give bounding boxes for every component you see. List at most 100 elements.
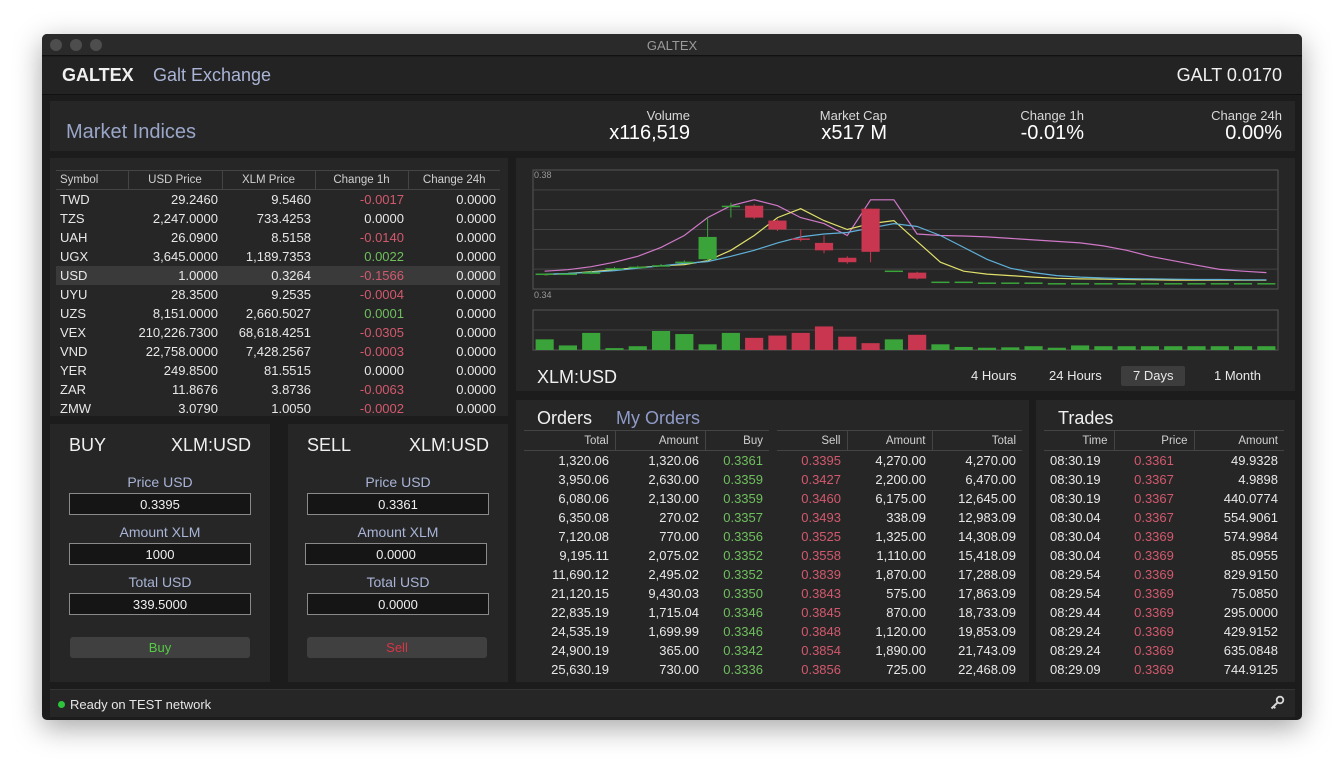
bid-row[interactable]: 24,900.19 365.00 0.3342 <box>524 641 769 660</box>
bid-row[interactable]: 6,350.08 270.02 0.3357 <box>524 508 769 527</box>
range-4-hours[interactable]: 4 Hours <box>971 368 1017 383</box>
sell-button[interactable]: Sell <box>307 637 487 658</box>
bid-row[interactable]: 7,120.08 770.00 0.3356 <box>524 527 769 546</box>
candle-body[interactable] <box>628 266 647 269</box>
index-row[interactable]: TWD 29.2460 9.5460 -0.0017 0.0000 <box>56 190 500 209</box>
index-row[interactable]: UAH 26.0900 8.5158 -0.0140 0.0000 <box>56 228 500 247</box>
bid-total-header[interactable]: Total <box>524 430 616 451</box>
xlm-price-header[interactable]: XLM Price <box>222 170 316 190</box>
candle-body[interactable] <box>698 236 717 260</box>
buy-button[interactable]: Buy <box>70 637 250 658</box>
trade-amount-header[interactable]: Amount <box>1194 430 1284 451</box>
bid-row[interactable]: 25,630.19 730.00 0.3336 <box>524 660 769 679</box>
candle-body[interactable] <box>838 257 857 263</box>
candle-body[interactable] <box>1257 283 1276 285</box>
candle-body[interactable] <box>1001 282 1020 284</box>
index-row[interactable]: ZAR 11.8676 3.8736 -0.0063 0.0000 <box>56 380 500 399</box>
bid-row[interactable]: 22,835.19 1,715.04 0.3346 <box>524 603 769 622</box>
candle-body[interactable] <box>1164 283 1183 285</box>
candle-body[interactable] <box>675 261 694 264</box>
index-row[interactable]: VND 22,758.0000 7,428.2567 -0.0003 0.0000 <box>56 342 500 361</box>
candle-body[interactable] <box>768 220 787 230</box>
minimize-window-button[interactable] <box>70 39 82 51</box>
ask-row[interactable]: 0.3493 338.09 12,983.09 <box>777 508 1022 527</box>
bid-row[interactable]: 9,195.11 2,075.02 0.3352 <box>524 546 769 565</box>
close-window-button[interactable] <box>50 39 62 51</box>
index-row[interactable]: UGX 3,645.0000 1,189.7353 0.0022 0.0000 <box>56 247 500 266</box>
bid-amount-header[interactable]: Amount <box>615 430 706 451</box>
candle-body[interactable] <box>931 281 950 284</box>
ask-row[interactable]: 0.3460 6,175.00 12,645.00 <box>777 489 1022 508</box>
ask-row[interactable]: 0.3843 575.00 17,863.09 <box>777 584 1022 603</box>
candle-body[interactable] <box>1140 283 1160 285</box>
change-1h-header[interactable]: Change 1h <box>315 170 409 190</box>
sell-amount-input[interactable] <box>305 543 487 565</box>
bid-row[interactable]: 24,535.19 1,699.99 0.3346 <box>524 622 769 641</box>
candle-body[interactable] <box>884 270 903 273</box>
bid-row[interactable]: 1,320.06 1,320.06 0.3361 <box>524 451 769 470</box>
change-24h-header[interactable]: Change 24h <box>408 170 500 190</box>
candlestick-chart[interactable]: 0.38 0.34 <box>516 158 1295 358</box>
bid-row[interactable]: 6,080.06 2,130.00 0.3359 <box>524 489 769 508</box>
candle-body[interactable] <box>1024 282 1043 284</box>
ask-row[interactable]: 0.3848 1,120.00 19,853.09 <box>777 622 1022 641</box>
candle-body[interactable] <box>558 273 578 276</box>
index-row[interactable]: UZS 8,151.0000 2,660.5027 0.0001 0.0000 <box>56 304 500 323</box>
candle-body[interactable] <box>908 272 927 279</box>
bid-row[interactable]: 21,120.15 9,430.03 0.3350 <box>524 584 769 603</box>
symbol-header[interactable]: Symbol <box>56 170 129 190</box>
candle-body[interactable] <box>1233 283 1253 285</box>
index-row[interactable]: YER 249.8500 81.5515 0.0000 0.0000 <box>56 361 500 380</box>
candle-body[interactable] <box>861 208 880 252</box>
zoom-window-button[interactable] <box>90 39 102 51</box>
buy-total-input[interactable] <box>69 593 251 615</box>
ask-row[interactable]: 0.3839 1,870.00 17,288.09 <box>777 565 1022 584</box>
candle-body[interactable] <box>721 205 740 208</box>
candle-body[interactable] <box>1047 283 1066 285</box>
sell-price-input[interactable] <box>307 493 489 515</box>
key-icon[interactable] <box>1269 695 1285 716</box>
candle-body[interactable] <box>1117 283 1136 285</box>
sell-total-input[interactable] <box>307 593 489 615</box>
candle-body[interactable] <box>977 282 997 284</box>
buy-price-input[interactable] <box>69 493 251 515</box>
candle-body[interactable] <box>1071 283 1090 285</box>
ask-row[interactable]: 0.3856 725.00 22,468.09 <box>777 660 1022 679</box>
ask-row[interactable]: 0.3525 1,325.00 14,308.09 <box>777 527 1022 546</box>
candle-body[interactable] <box>1094 283 1113 285</box>
ask-price-header[interactable]: Sell <box>777 430 848 451</box>
bid-row[interactable]: 11,690.12 2,495.02 0.3352 <box>524 565 769 584</box>
candle-body[interactable] <box>605 268 624 270</box>
range-1-month[interactable]: 1 Month <box>1214 368 1261 383</box>
ask-row[interactable]: 0.3558 1,110.00 15,418.09 <box>777 546 1022 565</box>
ask-row[interactable]: 0.3854 1,890.00 21,743.09 <box>777 641 1022 660</box>
range-24-hours[interactable]: 24 Hours <box>1049 368 1102 383</box>
candle-body[interactable] <box>582 272 601 274</box>
candle-body[interactable] <box>814 242 834 251</box>
ask-total-header[interactable]: Total <box>932 430 1022 451</box>
candle-body[interactable] <box>1210 283 1229 285</box>
index-row[interactable]: ZMW 3.0790 1.0050 -0.0002 0.0000 <box>56 399 500 417</box>
trade-time-header[interactable]: Time <box>1044 430 1115 451</box>
ask-row[interactable]: 0.3395 4,270.00 4,270.00 <box>777 451 1022 470</box>
range-7-days[interactable]: 7 Days <box>1121 366 1186 386</box>
index-row[interactable]: UYU 28.3500 9.2535 -0.0004 0.0000 <box>56 285 500 304</box>
candle-body[interactable] <box>535 273 554 276</box>
index-row[interactable]: USD 1.0000 0.3264 -0.1566 0.0000 <box>56 265 500 285</box>
candle-body[interactable] <box>1187 283 1206 285</box>
candle-body[interactable] <box>954 281 973 284</box>
index-row[interactable]: VEX 210,226.7300 68,618.4251 -0.0305 0.0000 <box>56 323 500 342</box>
index-row[interactable]: TZS 2,247.0000 733.4253 0.0000 0.0000 <box>56 209 500 228</box>
ask-row[interactable]: 0.3845 870.00 18,733.09 <box>777 603 1022 622</box>
candle-body[interactable] <box>745 205 764 218</box>
usd-price-header[interactable]: USD Price <box>128 170 223 190</box>
buy-amount-input[interactable] <box>69 543 251 565</box>
bid-row[interactable]: 3,950.06 2,630.00 0.3359 <box>524 470 769 489</box>
candle-body[interactable] <box>791 238 810 240</box>
bid-price-header[interactable]: Buy <box>705 430 769 451</box>
ask-amount-header[interactable]: Amount <box>847 430 933 451</box>
my-orders-tab[interactable]: My Orders <box>616 408 701 428</box>
trade-price-header[interactable]: Price <box>1114 430 1195 451</box>
candle-body[interactable] <box>651 265 671 267</box>
ask-row[interactable]: 0.3427 2,200.00 6,470.00 <box>777 470 1022 489</box>
